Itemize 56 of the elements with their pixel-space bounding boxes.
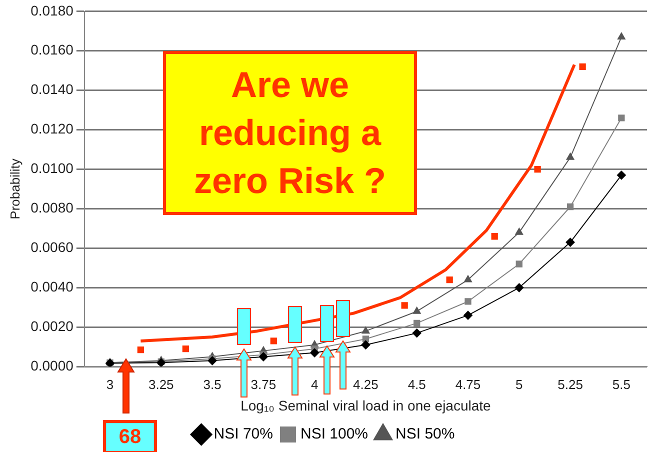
point	[579, 63, 586, 70]
x-tick-label: 4	[310, 376, 318, 392]
x-tick-label: 5	[516, 376, 523, 392]
x-tick-label: 4.25	[353, 376, 378, 392]
point	[491, 233, 498, 240]
y-tick-label: 0.0000	[30, 357, 74, 374]
legend-label: NSI 50%	[396, 426, 455, 443]
y-tick-label: 0.0160	[30, 42, 74, 58]
point	[464, 275, 472, 282]
point	[566, 238, 575, 247]
point	[566, 152, 574, 160]
y-tick-label: 0.0060	[30, 239, 74, 256]
x-tick-label: 3	[106, 376, 114, 392]
point	[618, 114, 625, 122]
x-tick-label: 3.75	[250, 376, 276, 392]
y-tick-label: 0.0140	[30, 81, 74, 98]
point	[464, 298, 472, 305]
y-tick-label: 0.0100	[30, 160, 74, 176]
annotation: Are we reducing a zero Risk ?	[192, 63, 388, 203]
point	[310, 348, 320, 358]
point	[414, 320, 420, 327]
x-tick-label: 3.25	[148, 376, 174, 392]
y-tick-label: 0.0040	[30, 278, 74, 295]
legend-label: NSI 100%	[300, 426, 368, 443]
point	[412, 328, 422, 338]
y-tick-label: 0.0080	[30, 200, 74, 216]
point	[270, 338, 277, 344]
legend-label: NSI 70%	[214, 426, 273, 443]
point	[516, 260, 522, 268]
point	[182, 346, 190, 352]
point	[446, 276, 453, 284]
point	[464, 310, 472, 320]
y-tick-label: 0.0020	[30, 318, 74, 334]
text: 68	[103, 420, 157, 452]
point	[258, 352, 268, 362]
point	[515, 228, 524, 235]
point	[401, 302, 408, 309]
y-tick-label: 0.0180	[30, 2, 74, 18]
point	[616, 170, 626, 180]
point	[566, 203, 574, 210]
point	[137, 346, 144, 354]
x-tick-label: 4.5	[408, 376, 426, 392]
x-axis-title: Log₁₀ Seminal viral load in one ejaculate	[240, 397, 492, 414]
x-tick-label: 5.5	[612, 376, 630, 392]
point	[361, 340, 370, 350]
x-tick-label: 4.75	[455, 376, 481, 392]
x-tick-label: 5.25	[558, 376, 583, 392]
point	[514, 283, 524, 292]
point	[534, 166, 541, 173]
y-axis-title: Probability	[7, 158, 22, 220]
y-tick-label: 0.0120	[30, 120, 74, 137]
point	[362, 326, 370, 334]
x-tick-label: 3.5	[203, 376, 222, 392]
point	[208, 356, 217, 366]
point	[617, 32, 626, 40]
point	[412, 306, 421, 314]
